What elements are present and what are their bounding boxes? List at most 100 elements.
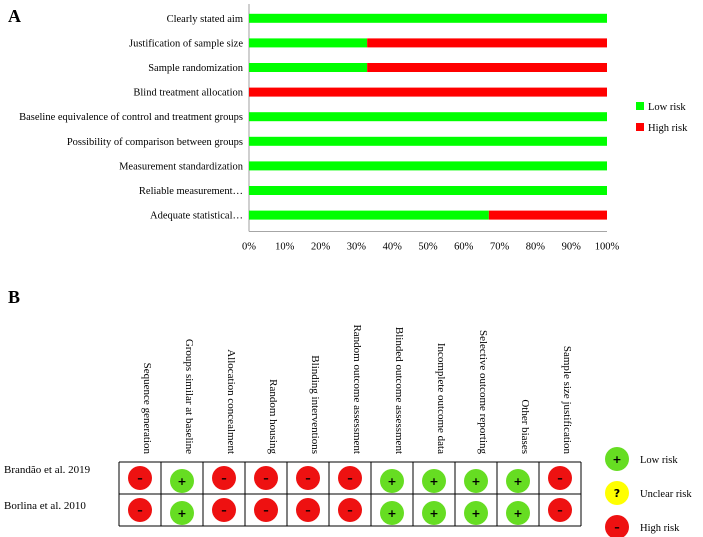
category-label: Possibility of comparison between groups [67, 137, 243, 148]
category-label: Baseline equivalence of control and trea… [19, 112, 243, 123]
rating-circle-high [212, 498, 236, 522]
rating-symbol: – [305, 472, 311, 485]
legend-circle-low [605, 447, 629, 471]
legend-label: Low risk [640, 455, 678, 466]
x-tick-label: 90% [562, 241, 582, 252]
bar-low-risk [249, 186, 607, 195]
rating-symbol: – [137, 504, 143, 517]
column-header: Allocation concealment [225, 349, 237, 454]
x-tick-label: 60% [454, 241, 474, 252]
bar-low-risk [249, 161, 607, 171]
risk-of-bias-table: Sequence generation Groups similar at bas… [4, 324, 582, 527]
category-label: Reliable measurement… [139, 186, 243, 197]
bar-low-risk [249, 136, 607, 146]
risk-of-bias-bar-chart: Clearly stated aim Justification of sampl… [19, 4, 620, 252]
rating-symbol: + [177, 507, 186, 520]
rating-circle-low [422, 501, 446, 525]
rating-symbol: – [347, 504, 353, 517]
rating-circle-low [170, 501, 194, 525]
column-header: Sample size justification [561, 346, 573, 455]
category-label: Blind treatment allocation [133, 88, 243, 99]
x-tick-label: 0% [242, 241, 256, 252]
rating-circle-high [254, 466, 278, 490]
bar-low-risk [249, 38, 368, 48]
x-tick-label: 30% [347, 241, 367, 252]
legend-circle-high [605, 515, 629, 537]
x-tick-label: 80% [526, 241, 546, 252]
category-label: Clearly stated aim [167, 14, 243, 25]
rating-symbol: + [471, 475, 480, 488]
bar-high-risk [367, 63, 607, 72]
rating-symbol: + [471, 507, 480, 520]
bar-low-risk [249, 112, 607, 122]
rating-circle-low [380, 501, 404, 525]
legend-label: Unclear risk [640, 489, 692, 500]
rating-symbol: + [387, 507, 396, 520]
bar-high-risk [488, 210, 607, 220]
rating-circle-low [422, 469, 446, 493]
rating-circle-high [128, 466, 152, 490]
legend-label: High risk [640, 523, 680, 534]
legend-circle-unclear [605, 481, 629, 505]
rating-symbol: + [429, 507, 438, 520]
rating-circle-low [506, 469, 530, 493]
rating-symbol: + [429, 475, 438, 488]
category-label: Adequate statistical… [150, 211, 243, 222]
column-header: Groups similar at baseline [183, 339, 195, 454]
rating-circle-low [380, 469, 404, 493]
rating-circle-high [296, 466, 320, 490]
study-label: Brandão et al. 2019 [4, 464, 91, 476]
x-tick-label: 100% [595, 241, 620, 252]
category-label: Justification of sample size [129, 38, 243, 49]
rating-circle-low [464, 469, 488, 493]
bar-low-risk [249, 210, 489, 220]
column-header: Selective outcome reporting [477, 330, 489, 455]
x-tick-label: 20% [311, 241, 331, 252]
rating-symbol: + [513, 507, 522, 520]
rating-symbol: + [387, 475, 396, 488]
legend-label: High risk [648, 123, 688, 134]
column-header: Blinded outcome assessment [393, 327, 405, 454]
rating-circle-high [338, 466, 362, 490]
study-label: Borlina et al. 2010 [4, 500, 86, 512]
rating-circle-high [548, 498, 572, 522]
column-header: Incomplete outcome data [435, 343, 447, 454]
bar-low-risk [249, 13, 607, 23]
panel-a-letter: A [8, 6, 21, 26]
rating-symbol: – [557, 472, 563, 485]
x-tick-label: 10% [275, 241, 295, 252]
rating-circle-low [464, 501, 488, 525]
table-legend: + Low risk? Unclear risk – High risk [605, 447, 692, 537]
rating-symbol: – [557, 504, 563, 517]
rating-circle-high [338, 498, 362, 522]
x-tick-label: 50% [418, 241, 438, 252]
x-tick-label: 40% [383, 241, 403, 252]
category-label: Sample randomization [148, 63, 244, 74]
column-header: Other biases [519, 399, 531, 454]
legend-swatch-high-risk [636, 123, 644, 131]
rating-circle-high [128, 498, 152, 522]
column-header: Sequence generation [141, 363, 153, 455]
rating-symbol: – [221, 504, 227, 517]
column-header: Random housing [267, 379, 279, 454]
rating-symbol: – [221, 472, 227, 485]
rating-symbol: – [305, 504, 311, 517]
rating-circle-high [548, 466, 572, 490]
rating-circle-low [506, 501, 530, 525]
legend-symbol: – [614, 521, 620, 534]
rating-symbol: – [263, 472, 269, 485]
rating-circle-high [212, 466, 236, 490]
legend-symbol: + [612, 453, 621, 466]
legend-swatch-low-risk [636, 102, 644, 110]
legend-symbol: ? [614, 487, 620, 500]
category-label: Measurement standardization [119, 161, 244, 172]
bar-low-risk [249, 63, 368, 72]
rating-symbol: – [263, 504, 269, 517]
bar-chart-legend: Low risk High risk [636, 102, 688, 134]
bar-high-risk [367, 38, 607, 48]
rating-symbol: – [347, 472, 353, 485]
rating-circle-high [296, 498, 320, 522]
bar-high-risk [249, 87, 607, 97]
rating-symbol: + [513, 475, 522, 488]
